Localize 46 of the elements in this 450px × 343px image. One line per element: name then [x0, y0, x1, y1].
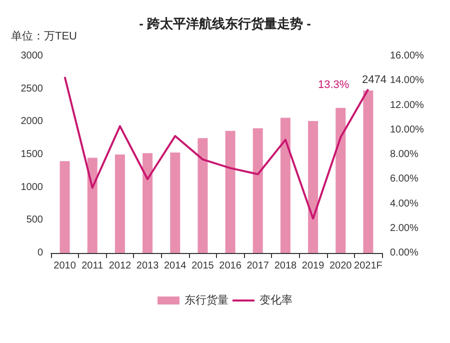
y2-tick-label: 4.00% — [390, 198, 418, 210]
y-tick-label: 1000 — [20, 182, 44, 193]
x-tick-label: 2010 — [54, 260, 76, 272]
bar — [87, 158, 98, 253]
bar — [252, 128, 263, 253]
x-tick-label: 2020 — [330, 260, 352, 272]
y-axis-title: 单位：万TEU — [11, 30, 78, 42]
bar — [198, 138, 208, 253]
x-tick-label: 2015 — [192, 260, 214, 272]
y2-tick-label: 6.00% — [390, 174, 418, 185]
bar — [363, 90, 374, 253]
x-tick-label: 2013 — [136, 260, 160, 272]
x-tick-label: 2019 — [302, 260, 325, 272]
bar — [280, 118, 290, 253]
x-tick-label: 2011 — [82, 260, 104, 272]
x-tick-label: 2016 — [219, 260, 242, 272]
data-label: 13.3% — [318, 79, 350, 92]
y-tick-label: 2000 — [20, 116, 44, 128]
x-tick-label: 2014 — [164, 260, 187, 272]
y2-tick-label: 8.00% — [390, 149, 418, 160]
bar — [225, 130, 236, 253]
y-tick-label: 0 — [37, 248, 44, 258]
chart-title: - 跨太平洋航线东行货量走势 - — [139, 16, 311, 31]
y2-tick-label: 14.00% — [390, 75, 424, 86]
x-tick-label: 2021F — [354, 260, 382, 272]
x-tick-label: 2012 — [108, 260, 132, 272]
y-tick-label: 3000 — [20, 50, 44, 62]
bar — [308, 121, 318, 253]
y-tick-label: 1500 — [20, 149, 44, 160]
y2-tick-label: 12.00% — [390, 100, 424, 111]
legend-label: 变化率 — [260, 294, 292, 306]
y2-tick-label: 2.00% — [390, 222, 418, 234]
y2-tick-label: 16.00% — [390, 50, 424, 62]
bar — [60, 161, 70, 253]
x-tick-label: 2017 — [246, 260, 270, 272]
bar — [114, 154, 125, 253]
y2-tick-label: 10.00% — [390, 124, 424, 136]
bar — [336, 108, 346, 253]
x-tick-label: 2018 — [274, 260, 298, 272]
bar — [142, 153, 153, 253]
data-label: 2474 — [362, 74, 386, 86]
y-tick-label: 2500 — [20, 83, 44, 94]
y-tick-label: 500 — [26, 214, 44, 226]
y2-tick-label: 0.00% — [390, 248, 418, 258]
legend-label: 东行货量 — [184, 294, 228, 306]
bar — [170, 152, 180, 253]
